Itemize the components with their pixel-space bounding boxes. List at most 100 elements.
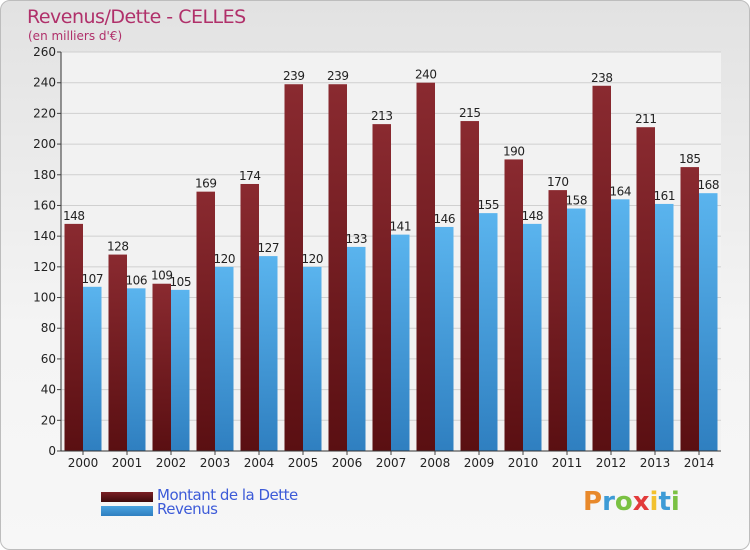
bar-debt [372,124,391,451]
logo-letter: i [649,487,659,517]
bar-debt [152,283,171,451]
x-tick-label: 2007 [376,456,407,470]
data-label-revenue: 141 [390,220,411,234]
x-tick-label: 2003 [200,456,231,470]
bar-revenue [435,226,454,451]
data-label-revenue: 146 [434,212,455,226]
legend-swatch-debt [101,492,153,502]
y-tick-label: 100 [33,291,56,305]
logo-letter: t [658,487,671,517]
bar-debt [592,85,611,451]
bar-revenue [83,286,102,451]
data-label-revenue: 105 [170,275,191,289]
y-tick-label: 80 [41,321,56,335]
bar-debt [680,167,699,451]
x-tick-label: 2006 [332,456,363,470]
y-tick-label: 260 [33,45,56,59]
data-label-debt: 190 [503,144,524,158]
data-label-debt: 238 [591,71,612,85]
data-label-debt: 211 [635,112,656,126]
x-tick-label: 2011 [552,456,583,470]
x-tick-label: 2013 [640,456,671,470]
y-tick-label: 160 [33,198,56,212]
x-tick-label: 2008 [420,456,451,470]
bar-debt [460,121,479,452]
chart-title: Revenus/Dette - CELLES [27,6,246,28]
data-label-revenue: 158 [566,194,587,208]
data-label-revenue: 127 [258,241,279,255]
logo-letter: x [632,487,650,517]
legend-label-debt: Montant de la Dette [157,486,298,504]
data-label-debt: 239 [283,69,304,83]
data-label-debt: 174 [239,169,260,183]
data-label-debt: 148 [63,209,84,223]
proxiti-logo: Proxiti [583,487,680,517]
data-label-debt: 239 [327,69,348,83]
bar-revenue [479,213,498,451]
bar-revenue [523,223,542,451]
bar-debt [504,159,523,451]
x-tick-label: 2012 [596,456,627,470]
bar-revenue [655,203,674,451]
bar-revenue [567,208,586,451]
y-tick-label: 120 [33,260,56,274]
legend-label-revenue: Revenus [157,500,218,518]
y-tick-label: 180 [33,168,56,182]
bar-revenue [347,246,366,451]
logo-letter: o [614,487,633,517]
data-label-revenue: 164 [610,184,631,198]
x-tick-label: 2009 [464,456,495,470]
logo-letter: r [602,487,615,517]
y-tick-label: 20 [41,413,56,427]
bar-revenue [391,234,410,451]
bar-revenue [699,193,718,451]
data-label-revenue: 133 [346,232,367,246]
bar-debt [64,223,83,451]
bar-debt [196,191,215,451]
y-tick-label: 40 [41,383,56,397]
chart-subtitle: (en milliers d'€) [28,29,123,43]
logo-letter: P [583,487,603,517]
data-label-debt: 215 [459,106,480,120]
data-label-debt: 128 [107,240,128,254]
y-tick-label: 240 [33,76,56,90]
data-label-revenue: 148 [522,209,543,223]
bar-debt [548,190,567,451]
bar-revenue [303,266,322,451]
y-tick-label: 60 [41,352,56,366]
data-label-revenue: 120 [214,252,235,266]
y-tick-label: 200 [33,137,56,151]
bar-debt [284,84,303,451]
bar-revenue [611,199,630,451]
x-tick-label: 2002 [156,456,187,470]
data-label-revenue: 155 [478,198,499,212]
x-tick-label: 2000 [68,456,99,470]
bar-revenue [171,289,190,451]
bar-revenue [259,256,278,451]
x-tick-label: 2010 [508,456,539,470]
x-tick-label: 2014 [684,456,715,470]
data-label-revenue: 168 [698,178,719,192]
bar-debt [416,82,435,451]
x-tick-label: 2001 [112,456,143,470]
bar-debt [108,254,127,451]
x-tick-label: 2005 [288,456,319,470]
bar-debt [328,84,347,451]
bar-revenue [215,266,234,451]
y-tick-label: 140 [33,229,56,243]
y-tick-label: 0 [48,444,56,458]
y-tick-label: 220 [33,106,56,120]
data-label-debt: 240 [415,68,436,82]
bar-debt [240,183,259,451]
x-tick-label: 2004 [244,456,275,470]
data-label-debt: 169 [195,177,216,191]
data-label-revenue: 107 [82,272,103,286]
legend-swatch-revenue [101,506,153,516]
data-label-revenue: 161 [654,189,675,203]
data-label-debt: 213 [371,109,392,123]
data-label-debt: 170 [547,175,568,189]
logo-letter: i [670,487,680,517]
data-label-revenue: 106 [126,273,147,287]
